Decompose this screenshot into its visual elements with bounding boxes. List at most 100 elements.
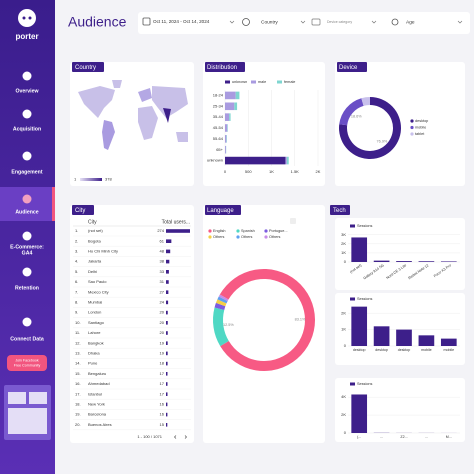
age-icon: [391, 18, 399, 26]
x-tick-label: 2K: [316, 169, 321, 174]
filter-age[interactable]: Age: [406, 19, 415, 25]
filter-country[interactable]: Country: [261, 19, 278, 25]
row-rank: 20.: [75, 422, 81, 427]
row-rank: 1.: [75, 228, 78, 233]
bar-segment: [225, 135, 227, 143]
row-users: 20: [160, 320, 165, 325]
tech-panel: [335, 293, 465, 365]
row-users: 24: [160, 299, 165, 304]
y-tick-label: 55-64: [213, 136, 224, 141]
bar-segment: [225, 145, 226, 154]
calendar-icon: [142, 17, 151, 26]
filter-bar: [138, 12, 470, 34]
row-users: 15: [160, 422, 165, 427]
row-rank: 7.: [75, 289, 78, 294]
y-tick-label: 4K: [341, 394, 346, 399]
translate-icon[interactable]: [290, 218, 296, 224]
row-rank: 3.: [75, 248, 78, 253]
row-city: Lahore: [88, 330, 101, 335]
column-header[interactable]: City: [88, 219, 97, 225]
legend-label: Sessions: [357, 297, 373, 301]
panel-title: Country: [75, 65, 96, 71]
nav-label[interactable]: Audience: [15, 209, 38, 215]
legend-swatch: [350, 224, 355, 228]
nav-label[interactable]: E-Commerce:: [10, 244, 44, 250]
bar: [440, 338, 457, 346]
page-title: Audience: [68, 14, 127, 30]
nav-label[interactable]: Connect Data: [10, 336, 44, 342]
x-tick-label: ...: [380, 435, 383, 439]
row-city: Bogota: [88, 238, 101, 243]
users-bar: [166, 382, 168, 386]
x-tick-label: (...: [357, 435, 361, 439]
legend-swatch: [251, 80, 256, 84]
column-header[interactable]: Total users...: [162, 219, 190, 225]
x-tick-label: desktop: [353, 348, 366, 352]
bar-segment: [286, 156, 289, 165]
row-users: 38: [160, 259, 165, 264]
pager-arrows[interactable]: [174, 435, 187, 439]
row-rank: 17.: [75, 391, 81, 396]
users-bar: [166, 310, 168, 315]
legend-dot: [410, 125, 414, 130]
row-city: Bangkok: [88, 340, 104, 345]
row-rank: 14.: [75, 361, 81, 366]
legend-label: Others: [213, 235, 224, 239]
legend-swatch: [350, 382, 355, 386]
legend-label: Others: [269, 235, 280, 239]
community-button-label: Free Community: [14, 363, 41, 367]
row-users: 274: [157, 228, 164, 233]
x-tick-label: desktop: [375, 348, 388, 352]
filter-device[interactable]: Device category: [327, 20, 352, 24]
globe-icon: [242, 18, 250, 26]
community-button[interactable]: [7, 355, 47, 371]
value-label: 18.6%: [351, 114, 362, 118]
active-nav-bg: [0, 187, 53, 221]
legend-swatch: [350, 297, 355, 301]
bar: [396, 261, 412, 262]
row-city: Sao Paulo: [88, 279, 107, 284]
nav-label[interactable]: Engagement: [11, 169, 42, 175]
row-rank: 8.: [75, 299, 78, 304]
bar-segment: [229, 113, 231, 121]
y-tick-label: 45-54: [213, 125, 224, 130]
x-tick-label: Z2...: [400, 435, 407, 439]
users-bar: [166, 331, 168, 335]
users-bar: [166, 361, 168, 366]
legend-label: mobile: [415, 126, 426, 130]
row-users: 61: [160, 238, 165, 243]
nav-label[interactable]: Acquisition: [13, 126, 41, 132]
legend-label: Sessions: [357, 382, 373, 386]
nav-label[interactable]: GA4: [22, 250, 33, 256]
x-tick-label: (not set): [349, 263, 362, 274]
nav-icon: [22, 267, 32, 277]
y-tick-label: 65+: [216, 147, 223, 152]
users-bar: [166, 280, 169, 284]
nav-label[interactable]: Retention: [15, 285, 39, 291]
row-city: Buenos Aires: [88, 422, 112, 427]
bar: [418, 261, 435, 262]
row-rank: 4.: [75, 259, 78, 264]
row-city: Istanbul: [88, 391, 102, 396]
nav-label[interactable]: Overview: [15, 88, 39, 94]
row-city: Ahmedabad: [88, 381, 110, 386]
legend-label: English: [213, 229, 225, 233]
legend-label: Sessions: [357, 224, 373, 228]
bar-segment: [225, 124, 228, 132]
users-bar: [166, 300, 169, 305]
legend-dot: [236, 229, 240, 233]
legend-label: Others: [241, 235, 252, 239]
row-rank: 11.: [75, 330, 80, 335]
legend-dot: [410, 132, 414, 136]
x-tick-label: 1.5K: [291, 169, 300, 174]
date-range[interactable]: Oct 11, 2024 - Oct 14, 2024: [153, 19, 210, 24]
row-users: 31: [160, 279, 165, 284]
bar: [373, 326, 390, 346]
legend-label: male: [258, 80, 266, 84]
nav-icon: [22, 151, 32, 161]
x-tick-label: M...: [446, 435, 452, 439]
panel-title: Device: [339, 65, 358, 71]
row-users: 18: [160, 361, 165, 366]
legend-label: desktop: [415, 119, 428, 123]
